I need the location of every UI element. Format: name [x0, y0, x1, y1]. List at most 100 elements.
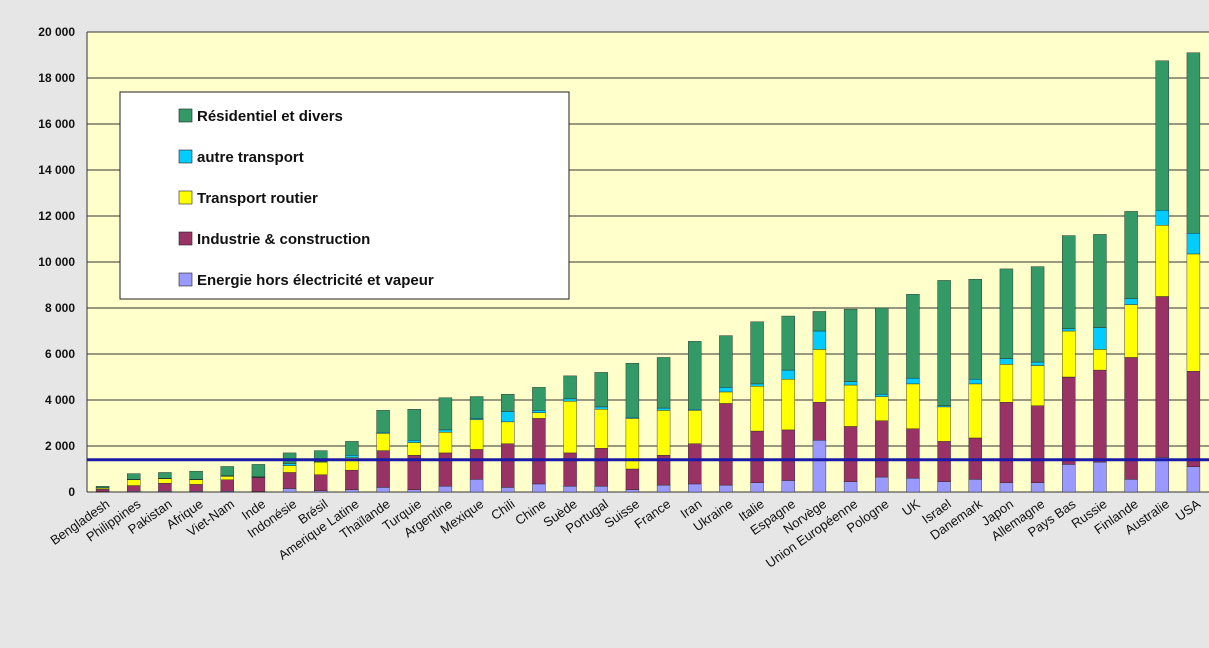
bar-segment: [1125, 479, 1138, 492]
bar-segment: [688, 410, 701, 443]
bar-segment: [719, 336, 732, 388]
bar-segment: [345, 441, 358, 455]
bar-segment: [1187, 371, 1200, 466]
bar-segment: [782, 316, 795, 370]
legend-swatch: [179, 150, 192, 163]
bar-segment: [1125, 305, 1138, 358]
bar-segment: [470, 479, 483, 492]
bar-segment: [564, 376, 577, 399]
bar-segment: [532, 410, 545, 412]
bar-segment: [1031, 483, 1044, 492]
bar-segment: [190, 480, 203, 485]
bar-segment: [595, 448, 608, 486]
bar-segment: [751, 431, 764, 483]
bar-segment: [751, 483, 764, 492]
bar-segment: [564, 401, 577, 453]
legend-label: Energie hors électricité et vapeur: [197, 272, 434, 289]
bar-segment: [719, 485, 732, 492]
bar-segment: [595, 486, 608, 492]
bar-segment: [501, 394, 514, 411]
bar-segment: [501, 422, 514, 444]
bar-segment: [1031, 366, 1044, 406]
bar-segment: [221, 466, 234, 475]
bar-segment: [906, 478, 919, 492]
bar-segment: [345, 455, 358, 457]
bar-segment: [719, 387, 732, 392]
bar-segment: [875, 421, 888, 477]
bar-segment: [1062, 236, 1075, 329]
bar-segment: [439, 432, 452, 453]
legend-swatch: [179, 109, 192, 122]
bar-segment: [1000, 269, 1013, 359]
y-tick-label: 12 000: [38, 209, 75, 223]
bar-segment: [938, 407, 951, 442]
bar-segment: [906, 378, 919, 384]
bar-segment: [532, 387, 545, 410]
bar-segment: [1187, 233, 1200, 254]
bar-segment: [408, 490, 421, 492]
bar-segment: [564, 399, 577, 401]
bar-segment: [813, 331, 826, 349]
bar-segment: [1156, 210, 1169, 225]
bar-segment: [377, 410, 390, 432]
bar-segment: [626, 418, 639, 469]
bar-segment: [688, 444, 701, 484]
bar-segment: [688, 484, 701, 492]
bar-segment: [158, 483, 171, 491]
bar-segment: [377, 433, 390, 450]
bar-segment: [252, 478, 265, 492]
legend-label: Résidentiel et divers: [197, 108, 343, 125]
bar-segment: [875, 308, 888, 394]
bar-segment: [813, 440, 826, 492]
bar-segment: [127, 486, 140, 492]
bar-segment: [751, 322, 764, 384]
legend-label: Transport routier: [197, 190, 318, 207]
bar-segment: [782, 379, 795, 430]
bar-segment: [844, 382, 857, 385]
y-tick-label: 16 000: [38, 117, 75, 131]
bar-segment: [345, 470, 358, 490]
bar-segment: [283, 489, 296, 492]
bar-segment: [969, 279, 982, 379]
bar-segment: [1125, 299, 1138, 305]
bar-segment: [158, 472, 171, 478]
bar-segment: [969, 379, 982, 384]
legend-swatch: [179, 232, 192, 245]
bar-segment: [408, 409, 421, 440]
bar-segment: [127, 474, 140, 480]
bar-segment: [938, 482, 951, 492]
bar-segment: [595, 407, 608, 409]
y-tick-label: 20 000: [38, 25, 75, 39]
bar-segment: [1000, 483, 1013, 492]
bar-segment: [938, 441, 951, 481]
legend-swatch: [179, 191, 192, 204]
bar-segment: [377, 487, 390, 492]
bar-segment: [1031, 267, 1044, 362]
x-tick-label: Chili: [488, 496, 517, 523]
bar-segment: [626, 469, 639, 490]
bar-segment: [906, 294, 919, 378]
y-tick-label: 0: [68, 485, 75, 499]
bar-segment: [96, 486, 109, 488]
bar-segment: [408, 443, 421, 456]
bar-segment: [813, 402, 826, 440]
bar-segment: [657, 410, 670, 455]
bar-segment: [844, 385, 857, 426]
bar-segment: [221, 476, 234, 479]
bar-segment: [1062, 329, 1075, 331]
bar-segment: [470, 449, 483, 479]
bar-segment: [844, 309, 857, 381]
bar-segment: [875, 397, 888, 421]
bar-segment: [532, 418, 545, 484]
bar-segment: [532, 484, 545, 492]
bar-segment: [688, 341, 701, 409]
bar-segment: [439, 486, 452, 492]
bar-segment: [969, 384, 982, 438]
bar-segment: [906, 384, 919, 429]
bar-segment: [1000, 359, 1013, 365]
bar-segment: [1093, 349, 1106, 370]
bar-segment: [1093, 328, 1106, 350]
bar-segment: [408, 440, 421, 442]
bar-segment: [564, 453, 577, 486]
y-tick-label: 18 000: [38, 71, 75, 85]
